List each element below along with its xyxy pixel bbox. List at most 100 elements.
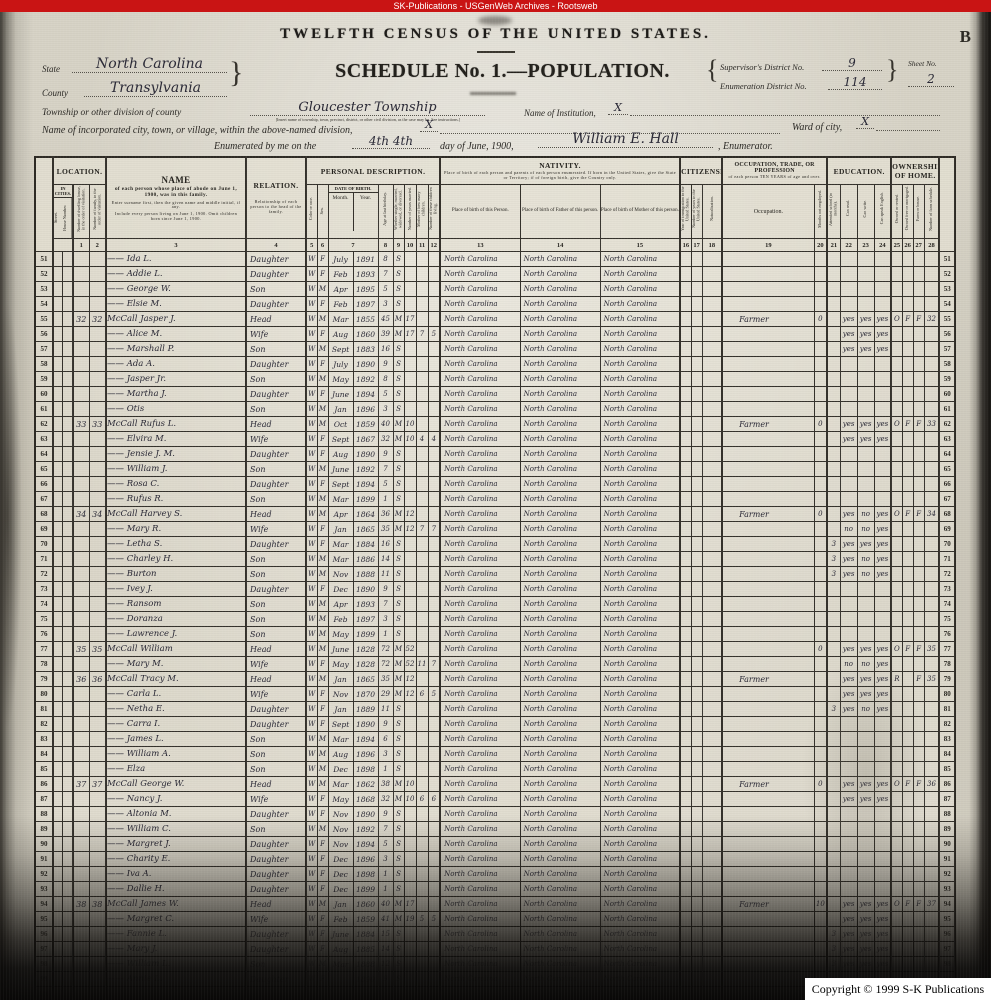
cell-cl (427, 461, 441, 477)
cell-mne (813, 566, 828, 582)
cell-wr (856, 836, 875, 852)
cell-pf: North Carolina (519, 926, 601, 942)
cell-rd: yes (839, 926, 858, 942)
cell-pf: North Carolina (519, 776, 601, 792)
col-sex: Sex. (316, 184, 329, 239)
cell-en (873, 371, 892, 387)
cell-name: McCall Harvey S. (105, 506, 247, 522)
cell-fs (923, 956, 940, 972)
cell-yr: 1865 (352, 671, 379, 687)
cell-sex: F (316, 881, 329, 897)
cell-dw: 37 (72, 776, 90, 792)
cell-ym (403, 881, 417, 897)
cell-sex: M (316, 341, 329, 357)
cell-pm: North Carolina (599, 461, 681, 477)
cell-pm: North Carolina (599, 731, 681, 747)
cell-mne (813, 851, 828, 867)
col-can-read: Can read. (839, 184, 858, 239)
cell-sch (826, 281, 841, 297)
cell-hn (61, 536, 74, 552)
cell-yu (690, 881, 703, 897)
cell-occ (721, 461, 815, 477)
cell-name: McCall George W. (105, 776, 247, 792)
cell-fm (901, 746, 914, 762)
cell-ym (403, 746, 417, 762)
ward-value: X (856, 115, 874, 129)
cell-mc (415, 581, 429, 597)
cell-fh (912, 821, 925, 837)
cell-rel: Son (245, 401, 307, 417)
ward-label: Ward of city, (792, 122, 843, 133)
cell-fm: F (901, 641, 914, 657)
cell-fam (88, 461, 107, 477)
cell-ln: 87 (34, 791, 54, 807)
cell-cl: 7 (427, 521, 441, 537)
col-months-not-employed: Months not employed. (813, 184, 828, 239)
cell-pf: North Carolina (519, 446, 601, 462)
cell-dw: 35 (72, 641, 90, 657)
cell-fm (901, 701, 914, 717)
cell-dw (72, 656, 90, 672)
cell-ln: 92 (34, 866, 54, 882)
group-ownership: OWNERSHIP OF HOME. (890, 156, 940, 185)
cell-yu (690, 671, 703, 687)
cell-yi (679, 941, 692, 957)
cell-mo: Sept (327, 476, 354, 492)
cell-col: W (305, 851, 318, 867)
cell-mne (813, 911, 828, 927)
cell-fh (912, 521, 925, 537)
cell-name: —— Rosa C. (105, 476, 247, 492)
cell-ln: 57 (34, 341, 54, 357)
cell-wr: no (856, 566, 875, 582)
cell-sch (826, 911, 841, 927)
cell-rel: Daughter (245, 701, 307, 717)
cell-fm (901, 866, 914, 882)
cell-pm: North Carolina (599, 956, 681, 972)
cell-fs (923, 566, 940, 582)
cell-ms: S (392, 836, 405, 852)
cell-sch: 3 (826, 701, 841, 717)
cell-en (873, 476, 892, 492)
cell-name: —— Mary M. (105, 656, 247, 672)
cell-col: W (305, 476, 318, 492)
cell-pm: North Carolina (599, 746, 681, 762)
cell-pb: North Carolina (439, 281, 521, 297)
table-row: 82 —— Carra I. Daughter W F Sept 1890 9 S North C… (34, 716, 956, 732)
cell-fam (88, 716, 107, 732)
cell-nat (701, 821, 723, 837)
cell-fam (88, 836, 107, 852)
cell-occ (721, 836, 815, 852)
cell-sex: F (316, 806, 329, 822)
cell-pf: North Carolina (519, 476, 601, 492)
cell-cl (427, 491, 441, 507)
cell-sex: M (316, 491, 329, 507)
cell-occ (721, 626, 815, 642)
cell-dw (72, 761, 90, 777)
cell-pm: North Carolina (599, 266, 681, 282)
cell-pb: North Carolina (439, 911, 521, 927)
cell-sch: 3 (826, 551, 841, 567)
cell-ym: 12 (403, 521, 417, 537)
cell-rd (839, 626, 858, 642)
cell-dw (72, 356, 90, 372)
col-street: Street. (54, 212, 58, 223)
cell-hn (61, 731, 74, 747)
table-row: 53 —— George W. Son W M Apr 1895 5 S North Caroli… (34, 281, 956, 297)
cell-rn: 62 (938, 416, 956, 432)
cell-cl (427, 536, 441, 552)
cell-pm: North Carolina (599, 551, 681, 567)
cell-fh (912, 851, 925, 867)
cell-rd (839, 491, 858, 507)
cell-wr (856, 881, 875, 897)
cell-mo: Feb (327, 296, 354, 312)
cell-wr (856, 581, 875, 597)
cell-fh (912, 866, 925, 882)
district-brace-close: } (886, 55, 899, 84)
table-row: 60 —— Martha J. Daughter W F June 1894 5 S North … (34, 386, 956, 402)
cell-yu (690, 926, 703, 942)
table-row: 76 —— Lawrence J. Son W M May 1899 1 S North Caro… (34, 626, 956, 642)
cell-ow (890, 551, 903, 567)
cell-rd (839, 461, 858, 477)
cell-cl (427, 596, 441, 612)
cell-sex: M (316, 611, 329, 627)
